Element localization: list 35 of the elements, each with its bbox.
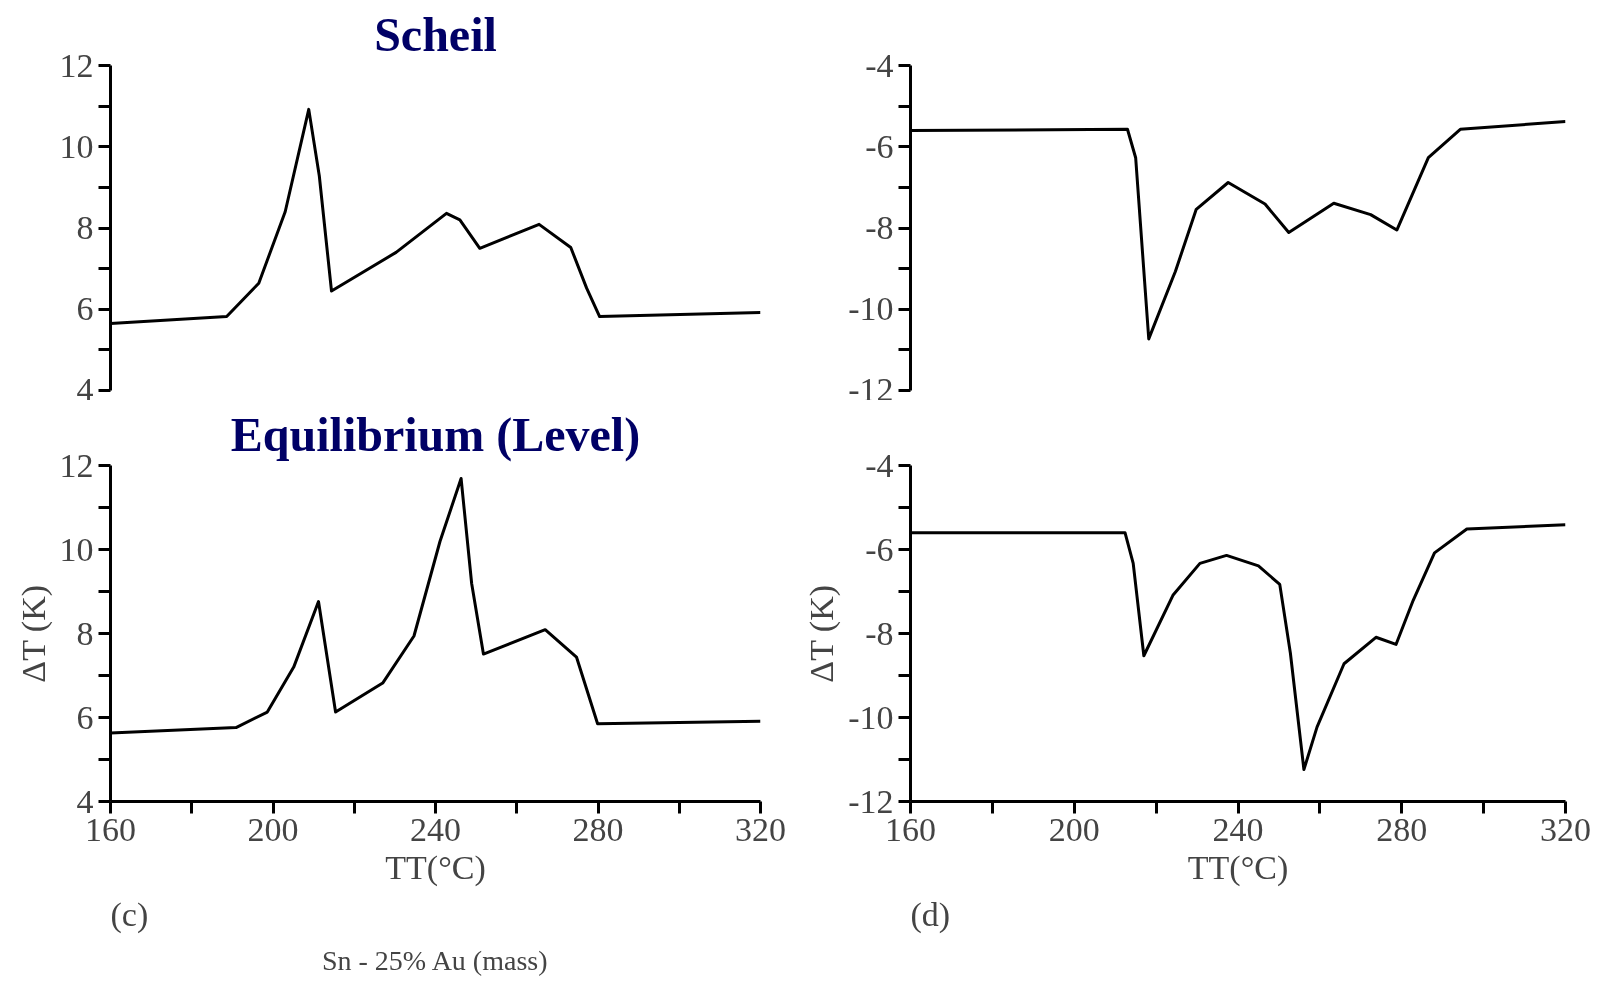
y-tick-label: -4 xyxy=(865,46,894,84)
y-tick-label: 4 xyxy=(76,370,94,408)
y-tick-label: -10 xyxy=(848,290,894,328)
y-tick-label: 12 xyxy=(59,446,94,484)
text: (c) xyxy=(110,895,149,934)
y-tick-label: -6 xyxy=(865,127,894,165)
y-tick-label: 8 xyxy=(76,209,94,246)
chart-title: Equilibrium (Level) xyxy=(230,407,641,462)
x-tick-label: 280 xyxy=(1376,810,1428,848)
x-tick-label: 280 xyxy=(572,810,624,848)
y-tick-label: 12 xyxy=(59,46,94,84)
y-tick-label: 8 xyxy=(76,614,94,652)
y-axis-title: ΔT (K) xyxy=(803,584,842,683)
chart-title: Scheil xyxy=(374,7,497,61)
x-axis-title: TT(°C) xyxy=(1187,848,1289,887)
y-tick-label: 10 xyxy=(59,530,94,568)
x-tick-label: 200 xyxy=(247,810,299,848)
y-tick-label: 10 xyxy=(59,127,94,165)
x-tick-label: 200 xyxy=(1048,810,1100,848)
y-tick-label: -8 xyxy=(865,209,894,246)
text: (d) xyxy=(910,895,951,934)
x-tick-label: 240 xyxy=(410,810,461,848)
x-tick-label: 240 xyxy=(1212,810,1264,848)
y-axis-title: ΔT (K) xyxy=(14,584,53,683)
x-axis-title: TT(°C) xyxy=(385,848,486,887)
y-tick-label: 6 xyxy=(76,290,94,328)
y-tick-label: -6 xyxy=(865,530,894,568)
y-tick-label: 6 xyxy=(76,698,94,736)
x-tick-label: 320 xyxy=(735,810,786,848)
y-tick-label: -12 xyxy=(848,370,894,408)
y-tick-label: -8 xyxy=(865,614,894,652)
x-tick-label: 320 xyxy=(1540,810,1591,848)
y-tick-label: -10 xyxy=(848,698,894,736)
text: Sn - 25% Au (mass) xyxy=(321,944,548,976)
y-tick-label: -4 xyxy=(865,446,894,484)
